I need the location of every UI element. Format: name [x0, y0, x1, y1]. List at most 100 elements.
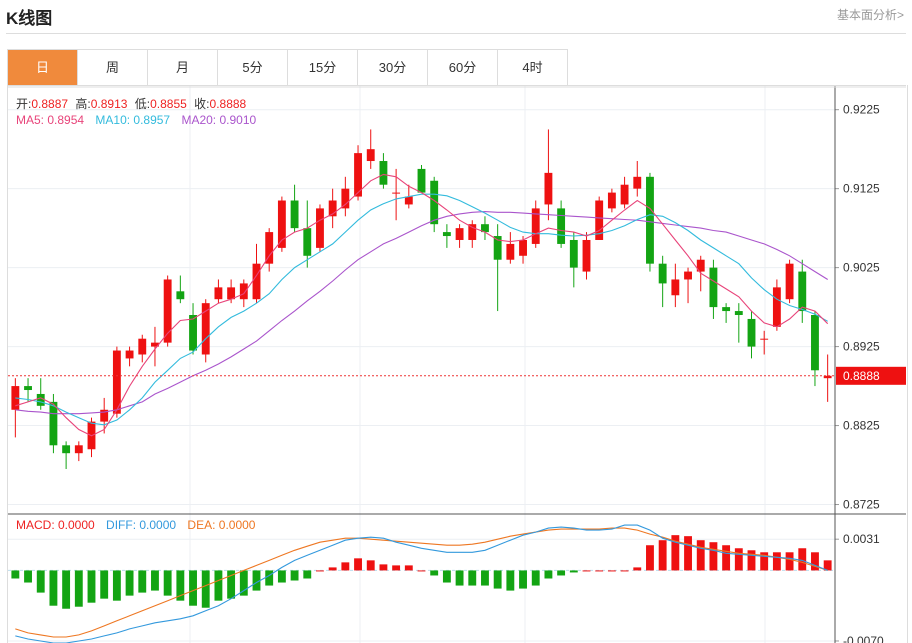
current-price-badge [836, 366, 906, 385]
candle-body [265, 232, 274, 264]
ma10-legend: MA10: 0.8957 [95, 113, 170, 127]
macd-histogram-bar [214, 570, 223, 601]
macd-histogram-bar [772, 552, 781, 571]
macd-histogram-bar [11, 570, 20, 579]
macd-histogram-bar [455, 570, 464, 586]
macd-histogram-bar [49, 570, 58, 606]
macd-histogram-bar [112, 570, 121, 601]
ma20-value: 0.9010 [219, 113, 257, 127]
price-tick-label: 0.8825 [843, 419, 880, 433]
candle-body [366, 149, 375, 162]
candle-body [696, 259, 705, 272]
candle-body [823, 375, 832, 379]
macd-histogram-bar [544, 570, 553, 579]
macd-histogram-bar [366, 560, 375, 571]
macd-histogram-bar [519, 570, 527, 589]
candle-body [468, 224, 477, 240]
macd-histogram-bar [798, 548, 807, 571]
macd-histogram-bar [607, 570, 616, 572]
tab-week[interactable]: 周 [78, 50, 148, 86]
candle-body [252, 263, 261, 300]
dea-value: DEA: 0.0000 [187, 518, 256, 532]
candle-body [595, 200, 604, 240]
candle-body [481, 224, 489, 233]
ma10-line [15, 193, 828, 426]
macd-histogram-bar [354, 558, 362, 571]
macd-histogram-bar [468, 570, 477, 586]
tab-month[interactable]: 月 [148, 50, 218, 86]
fundamental-analysis-link[interactable]: 基本面分析> [836, 8, 904, 22]
candle-body [201, 303, 210, 355]
macd-histogram-bar [189, 570, 197, 606]
macd-histogram-bar [442, 570, 451, 583]
diff-line [15, 524, 828, 643]
candle-body [417, 168, 426, 193]
ma5-legend: MA5: 0.8954 [16, 113, 84, 127]
macd-value: MACD: 0.0000 [16, 518, 95, 532]
macd-histogram-bar [582, 570, 591, 572]
tab-60min[interactable]: 60分 [428, 50, 498, 86]
high-label: 高: [75, 97, 91, 111]
tab-15min[interactable]: 15分 [288, 50, 358, 86]
candle-body [138, 338, 147, 355]
candle-body [214, 287, 223, 300]
tabs-divider [567, 85, 906, 86]
candle-body [151, 342, 159, 347]
macd-histogram-bar [633, 567, 642, 571]
candle-body [684, 271, 692, 280]
price-tick-label: 0.9225 [843, 103, 880, 117]
price-tick-label: 0.9125 [843, 182, 880, 196]
tab-30min[interactable]: 30分 [358, 50, 428, 86]
macd-histogram-bar [74, 570, 83, 607]
timeframe-tabs: 日 周 月 5分 15分 30分 60分 4时 [7, 49, 568, 86]
macd-histogram-bar [481, 570, 489, 586]
candle-body [62, 445, 71, 454]
macd-histogram-bar [100, 570, 109, 599]
ma20-line [15, 211, 828, 415]
price-tick-label: 0.9025 [843, 261, 880, 275]
candle-body [316, 208, 324, 248]
tab-5min[interactable]: 5分 [218, 50, 288, 86]
close-value: 0.8888 [209, 97, 247, 111]
macd-histogram-bar [163, 570, 172, 596]
low-value: 0.8855 [150, 97, 187, 111]
macd-histogram-bar [811, 552, 819, 571]
candle-body [24, 386, 32, 391]
macd-histogram-bar [62, 570, 71, 609]
dea-line [15, 527, 828, 638]
candle-body [544, 172, 553, 205]
chart-frame [7, 85, 908, 643]
macd-histogram-bar [696, 540, 705, 571]
macd-histogram-bar [785, 552, 794, 571]
macd-histogram-bar [595, 570, 604, 572]
price-tick-label: 0.8925 [843, 340, 880, 354]
tab-4hour[interactable]: 4时 [498, 50, 568, 86]
macd-histogram-bar [823, 560, 832, 571]
macd-histogram-bar [430, 570, 439, 576]
macd-histogram-bar [747, 550, 756, 571]
price-tick-label: 0.8725 [843, 498, 880, 512]
tab-day[interactable]: 日 [8, 50, 78, 86]
candle-body [74, 445, 83, 454]
macd-histogram-bar [138, 570, 147, 593]
candle-body [747, 318, 756, 347]
macd-histogram-bar [671, 535, 680, 571]
candle-body [455, 228, 464, 240]
candle-body [328, 200, 337, 217]
candle-body [189, 315, 197, 351]
macd-histogram-bar [734, 548, 743, 571]
diff-value: DIFF: 0.0000 [106, 518, 177, 532]
macd-histogram-bar [557, 570, 566, 576]
candle-body [722, 307, 731, 312]
ma5-label: MA5: [16, 113, 48, 127]
candle-body [176, 291, 185, 300]
candle-body [798, 271, 807, 312]
macd-histogram-bar [151, 570, 159, 591]
candle-body [760, 338, 769, 340]
ma10-label: MA10: [95, 113, 134, 127]
header-divider [6, 33, 906, 34]
candle-body [519, 239, 527, 256]
macd-histogram-bar [252, 570, 261, 591]
candle-body [531, 208, 540, 244]
